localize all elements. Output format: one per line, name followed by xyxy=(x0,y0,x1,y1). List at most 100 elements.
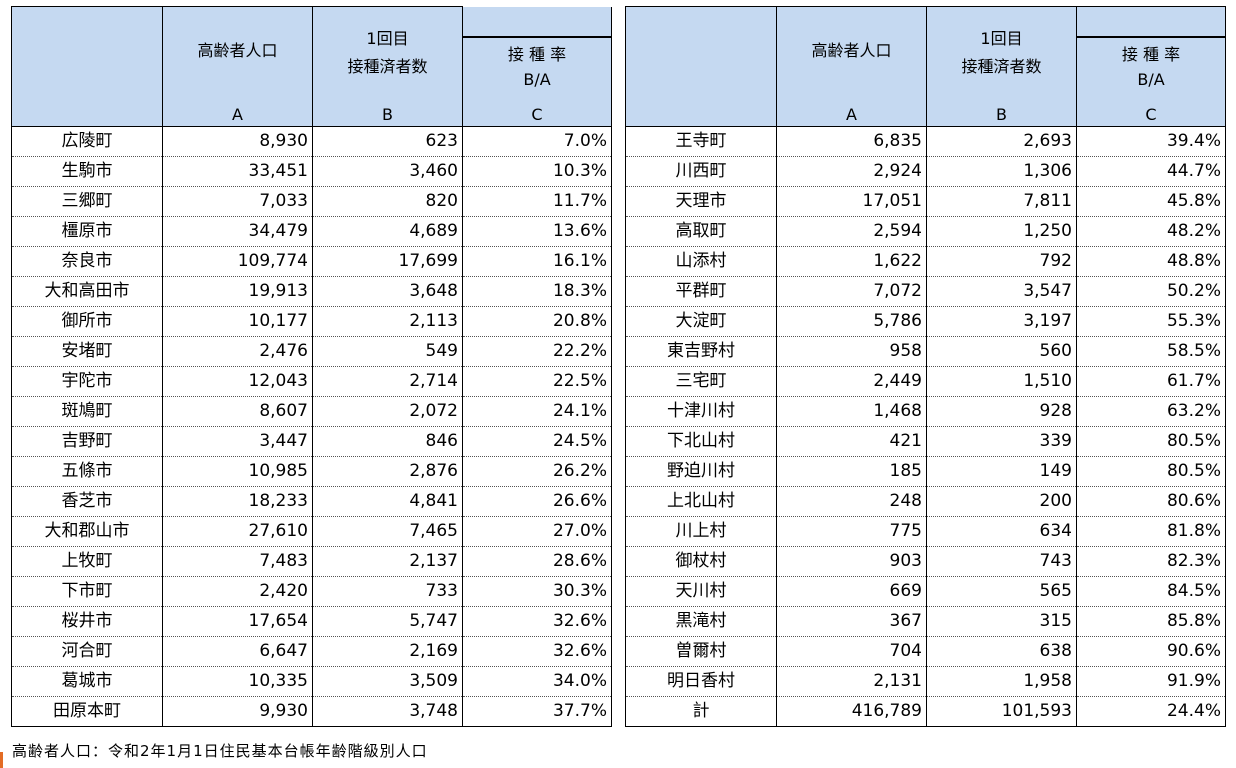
first-dose-cell: 2,137 xyxy=(312,546,463,577)
population-cell: 2,476 xyxy=(162,336,313,367)
table-row: 十津川村 1,468 928 63.2% xyxy=(625,396,1226,427)
table-row: 斑鳩町 8,607 2,072 24.1% xyxy=(11,396,612,427)
table-row: 御杖村 903 743 82.3% xyxy=(625,546,1226,577)
rate-cell: 39.4% xyxy=(1076,126,1226,157)
municipality-cell: 宇陀市 xyxy=(11,366,163,397)
first-dose-cell: 3,460 xyxy=(312,156,463,187)
first-dose-cell: 200 xyxy=(926,486,1077,517)
table-row: 河合町 6,647 2,169 32.6% xyxy=(11,636,612,667)
municipality-cell: 斑鳩町 xyxy=(11,396,163,427)
population-cell: 6,835 xyxy=(776,126,927,157)
population-cell: 19,913 xyxy=(162,276,313,307)
population-cell: 10,177 xyxy=(162,306,313,337)
population-cell: 421 xyxy=(776,426,927,457)
table-row: 広陵町 8,930 623 7.0% xyxy=(11,126,612,157)
first-dose-cell: 3,509 xyxy=(312,666,463,697)
first-dose-cell: 846 xyxy=(312,426,463,457)
table-row: 大和郡山市 27,610 7,465 27.0% xyxy=(11,516,612,547)
population-cell: 8,930 xyxy=(162,126,313,157)
table-row: 野迫川村 185 149 80.5% xyxy=(625,456,1226,487)
first-dose-cell: 820 xyxy=(312,186,463,217)
municipality-cell: 葛城市 xyxy=(11,666,163,697)
first-dose-cell: 565 xyxy=(926,576,1077,607)
rate-cell: 44.7% xyxy=(1076,156,1226,187)
rate-cell: 50.2% xyxy=(1076,276,1226,307)
population-cell: 10,335 xyxy=(162,666,313,697)
municipality-cell: 曽爾村 xyxy=(625,636,777,667)
municipality-cell: 高取町 xyxy=(625,216,777,247)
rate-cell: 32.6% xyxy=(462,606,612,637)
municipality-cell: 三郷町 xyxy=(11,186,163,217)
rate-cell: 34.0% xyxy=(462,666,612,697)
table-row: 天理市 17,051 7,811 45.8% xyxy=(625,186,1226,217)
first-dose-cell: 2,876 xyxy=(312,456,463,487)
first-dose-cell: 7,811 xyxy=(926,186,1077,217)
rate-cell: 91.9% xyxy=(1076,666,1226,697)
municipality-cell: 平群町 xyxy=(625,276,777,307)
municipality-cell: 東吉野村 xyxy=(625,336,777,367)
table-row: 下市町 2,420 733 30.3% xyxy=(11,576,612,607)
municipality-cell: 田原本町 xyxy=(11,696,163,727)
population-cell: 775 xyxy=(776,516,927,547)
municipality-cell: 奈良市 xyxy=(11,246,163,277)
rate-cell: 37.7% xyxy=(462,696,612,727)
rate-cell: 32.6% xyxy=(462,636,612,667)
right-table: 高齢者人口 A 1回目 接種済者数 B 接 種 率 B/A C xyxy=(625,6,1226,727)
municipality-cell: 大淀町 xyxy=(625,306,777,337)
table-row: 吉野町 3,447 846 24.5% xyxy=(11,426,612,457)
header-population: 高齢者人口 A xyxy=(776,6,927,127)
table-row: 生駒市 33,451 3,460 10.3% xyxy=(11,156,612,187)
table-row: 宇陀市 12,043 2,714 22.5% xyxy=(11,366,612,397)
municipality-cell: 香芝市 xyxy=(11,486,163,517)
rate-cell: 24.4% xyxy=(1076,696,1226,727)
population-cell: 12,043 xyxy=(162,366,313,397)
rate-cell: 48.8% xyxy=(1076,246,1226,277)
table-row: 大和高田市 19,913 3,648 18.3% xyxy=(11,276,612,307)
table-row: 御所市 10,177 2,113 20.8% xyxy=(11,306,612,337)
population-cell: 958 xyxy=(776,336,927,367)
first-dose-cell: 17,699 xyxy=(312,246,463,277)
first-dose-cell: 4,841 xyxy=(312,486,463,517)
first-dose-cell: 339 xyxy=(926,426,1077,457)
population-cell: 1,468 xyxy=(776,396,927,427)
first-dose-cell: 3,648 xyxy=(312,276,463,307)
population-cell: 34,479 xyxy=(162,216,313,247)
first-dose-cell: 560 xyxy=(926,336,1077,367)
rate-cell: 16.1% xyxy=(462,246,612,277)
rate-cell: 7.0% xyxy=(462,126,612,157)
population-cell: 3,447 xyxy=(162,426,313,457)
municipality-cell: 河合町 xyxy=(11,636,163,667)
table-row: 天川村 669 565 84.5% xyxy=(625,576,1226,607)
rate-cell: 26.2% xyxy=(462,456,612,487)
first-dose-cell: 1,250 xyxy=(926,216,1077,247)
table-row: 高取町 2,594 1,250 48.2% xyxy=(625,216,1226,247)
municipality-cell: 天理市 xyxy=(625,186,777,217)
table-row: 山添村 1,622 792 48.8% xyxy=(625,246,1226,277)
first-dose-cell: 1,958 xyxy=(926,666,1077,697)
municipality-cell: 上北山村 xyxy=(625,486,777,517)
population-cell: 17,654 xyxy=(162,606,313,637)
population-cell: 33,451 xyxy=(162,156,313,187)
population-cell: 416,789 xyxy=(776,696,927,727)
rate-cell: 82.3% xyxy=(1076,546,1226,577)
population-cell: 669 xyxy=(776,576,927,607)
rate-cell: 28.6% xyxy=(462,546,612,577)
population-cell: 7,072 xyxy=(776,276,927,307)
municipality-cell: 下北山村 xyxy=(625,426,777,457)
table-row: 奈良市 109,774 17,699 16.1% xyxy=(11,246,612,277)
population-cell: 8,607 xyxy=(162,396,313,427)
rate-cell: 22.2% xyxy=(462,336,612,367)
rate-cell: 58.5% xyxy=(1076,336,1226,367)
rate-cell: 80.6% xyxy=(1076,486,1226,517)
municipality-cell: 計 xyxy=(625,696,777,727)
municipality-cell: 大和高田市 xyxy=(11,276,163,307)
first-dose-cell: 2,072 xyxy=(312,396,463,427)
population-cell: 704 xyxy=(776,636,927,667)
municipality-cell: 橿原市 xyxy=(11,216,163,247)
rate-cell: 55.3% xyxy=(1076,306,1226,337)
population-cell: 2,131 xyxy=(776,666,927,697)
rate-cell: 26.6% xyxy=(462,486,612,517)
municipality-cell: 上牧町 xyxy=(11,546,163,577)
table-row: 三宅町 2,449 1,510 61.7% xyxy=(625,366,1226,397)
population-cell: 2,924 xyxy=(776,156,927,187)
